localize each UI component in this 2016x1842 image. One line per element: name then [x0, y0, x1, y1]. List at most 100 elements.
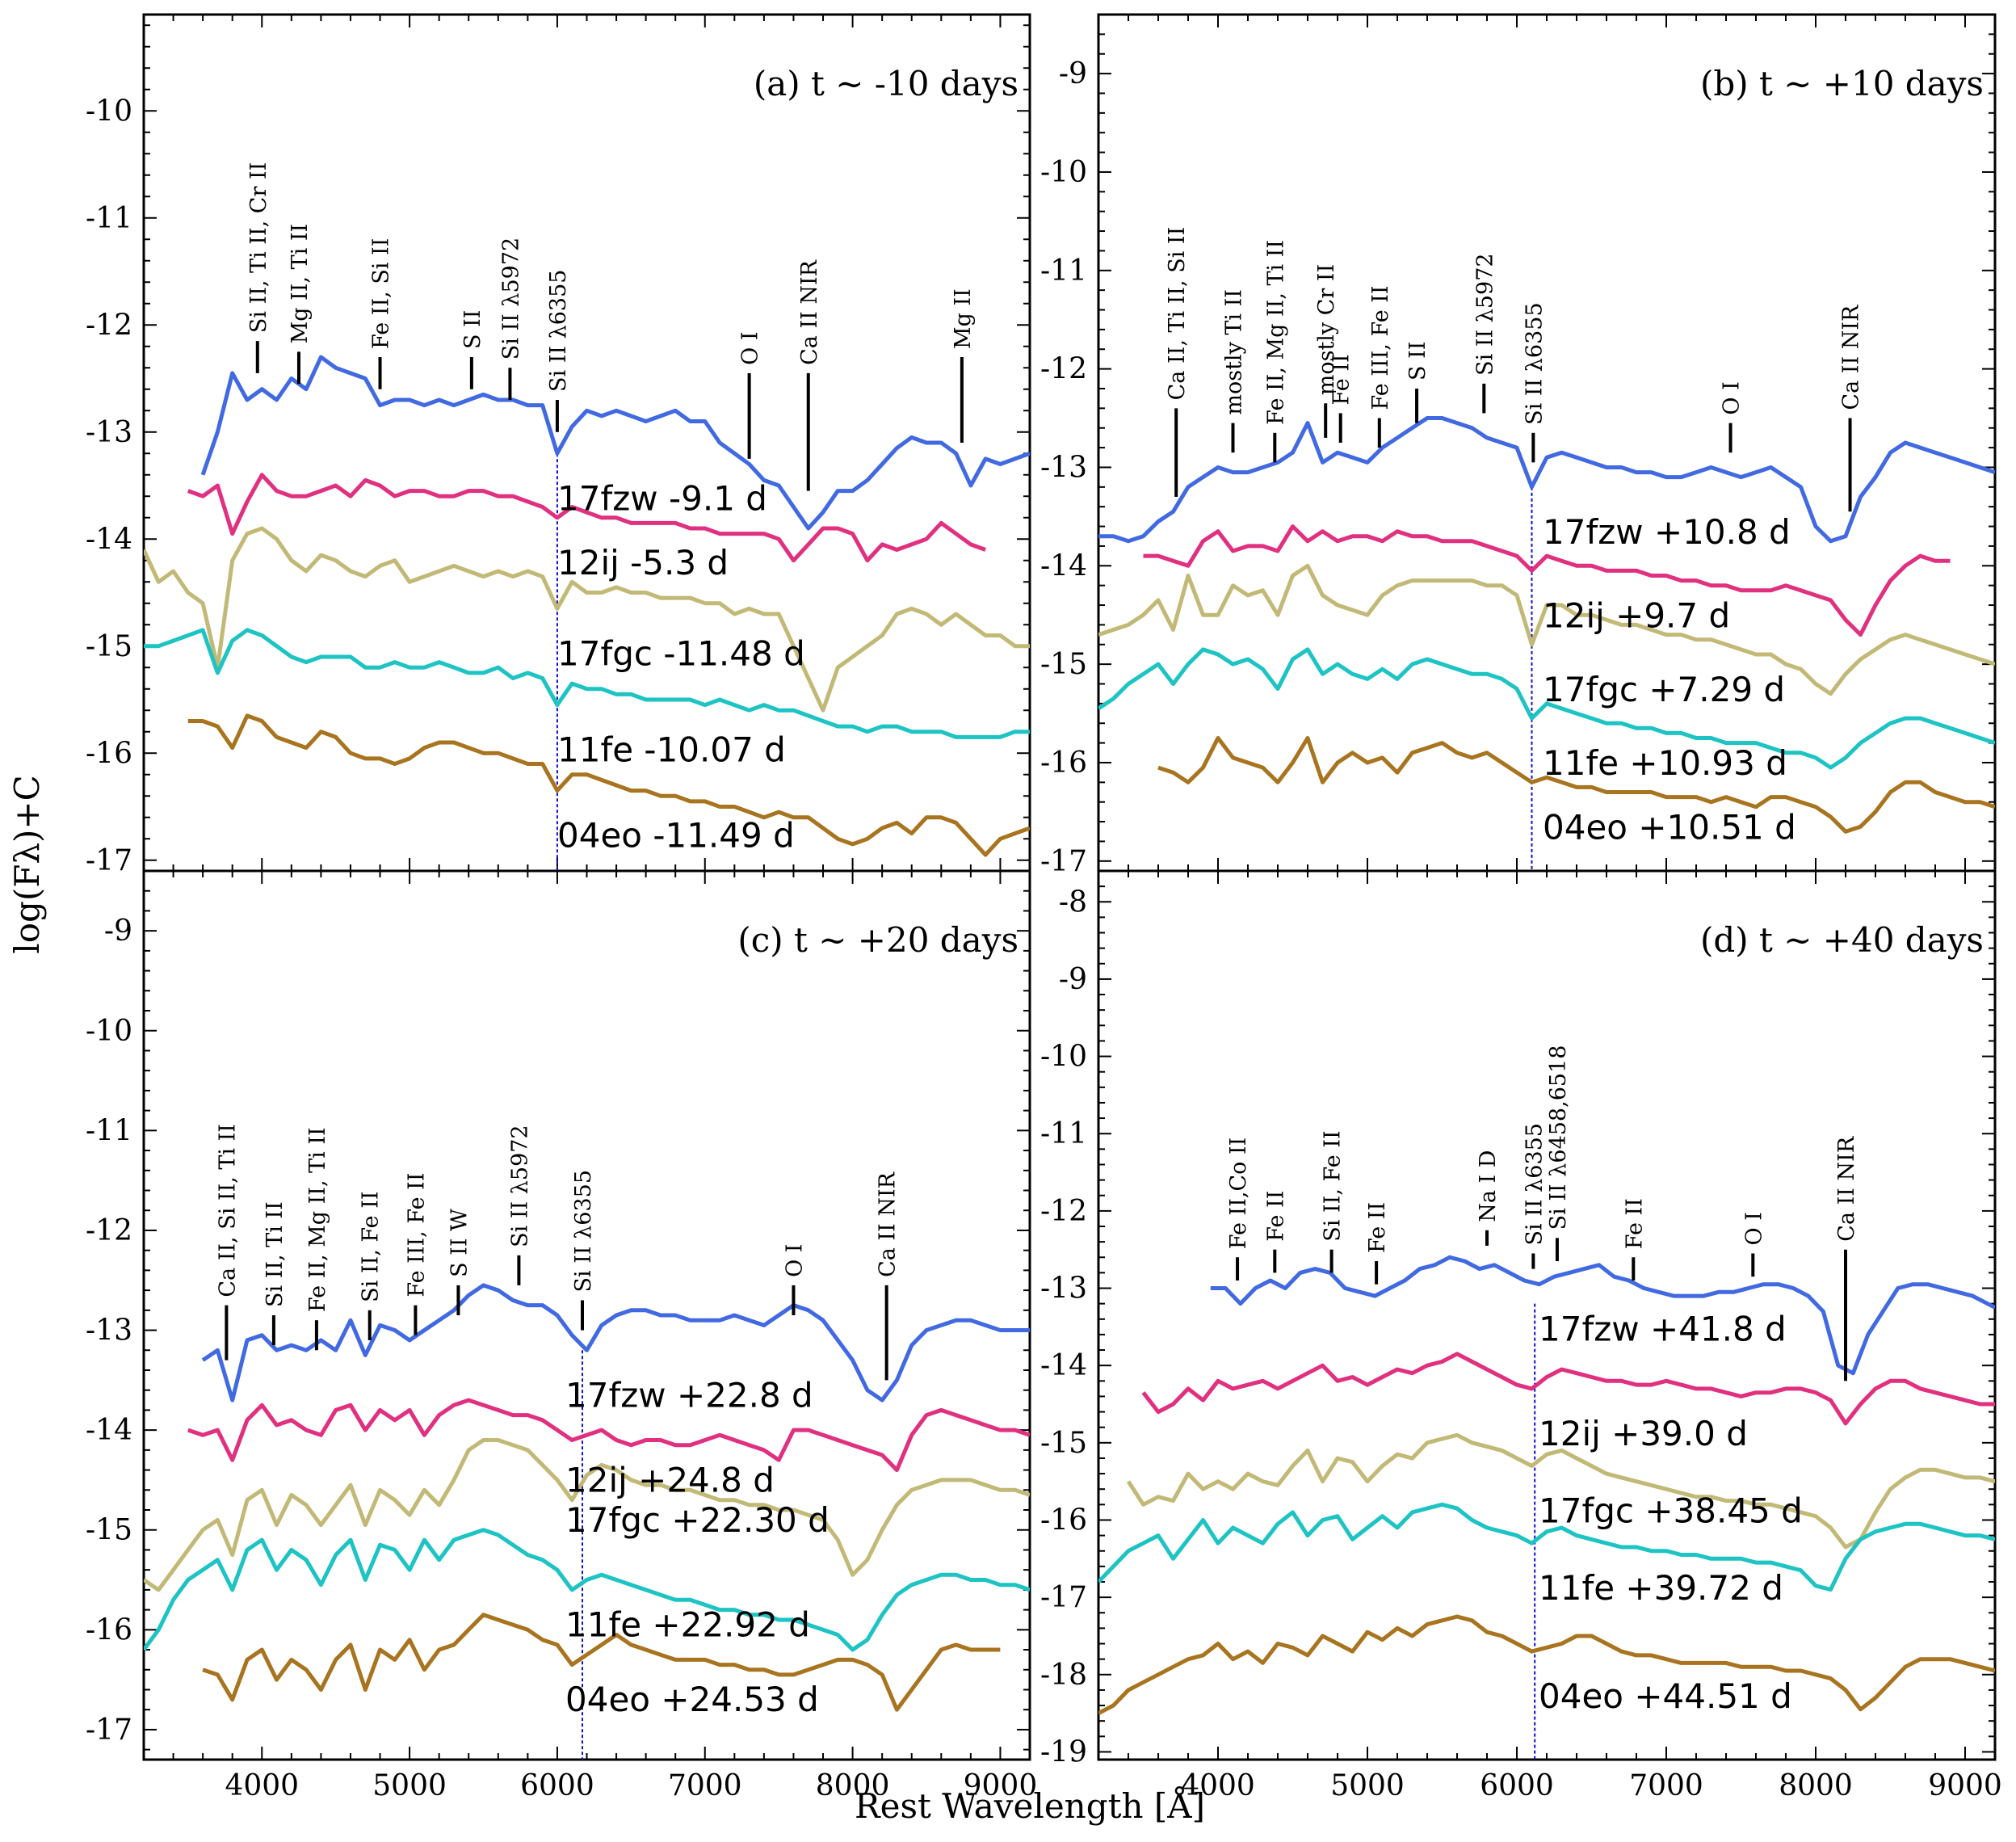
series-17fgc: [1098, 563, 1995, 696]
y-tick-label: -10: [86, 95, 132, 128]
series-11fe: [1098, 1502, 1995, 1592]
series-17fzw: [200, 355, 1030, 531]
line-id-label: Si II, Ti II, Cr II: [246, 162, 271, 333]
x-tick-label: 7000: [668, 1769, 742, 1802]
x-tick-label: 6000: [520, 1769, 594, 1802]
x-tick-label: 4000: [1181, 1769, 1255, 1802]
panel-c-plot: [144, 1283, 1030, 1760]
series-label-17fgc: 17fgc +38.45 d: [1539, 1491, 1803, 1531]
y-tick-label: -13: [86, 1314, 132, 1348]
line-id-label: O I: [1720, 381, 1745, 414]
series-label-12ij: 12ij -5.3 d: [557, 543, 729, 582]
line-id-label: Si II λ5972: [507, 1125, 532, 1247]
y-axis-label: log(Fλ)+C: [7, 775, 47, 953]
series-label-04eo: 04eo -11.49 d: [557, 816, 795, 856]
y-tick-label: -18: [1040, 1659, 1087, 1692]
line-id-label: Fe II,Co II: [1226, 1138, 1251, 1250]
series-label-04eo: 04eo +44.51 d: [1539, 1676, 1792, 1716]
series-04eo: [187, 713, 1030, 857]
y-tick-label: -16: [86, 737, 132, 770]
series-12ij: [1141, 1352, 1995, 1426]
series-17fgc: [1126, 1432, 1995, 1550]
line-id-label: Si II λ6355: [546, 270, 571, 392]
line-id-label: O I: [782, 1244, 807, 1277]
y-tick-label: -12: [86, 1214, 132, 1247]
series-17fzw: [201, 1283, 1030, 1403]
series-17fzw: [1210, 1255, 1995, 1376]
series-17fgc: [144, 526, 1030, 713]
panel-d: 4000 5000 6000 7000 8000 9000 -8 -9 -10 -11 -12 -13…: [1040, 869, 2002, 1802]
x-tick-label: 5000: [1330, 1769, 1405, 1802]
line-id-label: mostly Cr II: [1314, 264, 1339, 396]
line-id-label: Fe III, Fe II: [404, 1172, 429, 1297]
y-tick-label: -10: [1040, 156, 1087, 189]
series-label-12ij: 12ij +39.0 d: [1539, 1414, 1748, 1453]
line-id-label: Na I D: [1476, 1150, 1501, 1222]
series-label-17fgc: 17fgc -11.48 d: [557, 633, 805, 673]
series-label-04eo: 04eo +24.53 d: [565, 1680, 819, 1719]
y-tick-label: -11: [86, 202, 132, 235]
series-12ij: [1143, 524, 1951, 637]
y-tick-label: -10: [86, 1015, 132, 1048]
y-tick-label: -11: [1040, 254, 1087, 288]
series-label-17fzw: 17fzw +41.8 d: [1539, 1310, 1787, 1349]
y-tick-label: -15: [86, 1514, 132, 1547]
y-tick-label: -14: [1040, 1349, 1087, 1382]
series-label-17fzw: 17fzw -9.1 d: [557, 478, 767, 518]
line-id-label: Si II λ6355: [571, 1170, 596, 1292]
y-tick-label: -13: [86, 416, 132, 449]
panel-c-title: (c) t ∼ +20 days: [737, 920, 1018, 960]
series-label-17fzw: 17fzw +22.8 d: [565, 1375, 813, 1415]
x-tick-label: 4000: [225, 1769, 299, 1802]
y-tick-label: -9: [104, 915, 132, 948]
line-id-label: Si II, Fe II: [359, 1191, 384, 1302]
series-label-17fgc: 17fgc +22.30 d: [565, 1500, 830, 1540]
line-id-label: S II: [460, 310, 485, 349]
series-17fzw: [1098, 416, 1995, 544]
y-tick-label: -17: [1040, 1581, 1087, 1614]
series-11fe: [1098, 647, 1995, 770]
x-tick-label: 6000: [1480, 1769, 1554, 1802]
y-tick-label: -15: [86, 630, 132, 663]
series-04eo: [1098, 1614, 1995, 1715]
y-tick-label: -11: [86, 1114, 132, 1147]
line-id-label: Fe II, Mg II, Ti II: [305, 1127, 330, 1312]
line-id-label: Si II λ5972: [1472, 253, 1497, 375]
line-id-label: Mg II, Ti II: [288, 224, 313, 344]
line-id-label: Ca II NIR: [876, 1171, 901, 1277]
line-id-label: mostly Ti II: [1222, 289, 1247, 415]
y-tick-label: -17: [1040, 845, 1087, 878]
line-id-label: O I: [1741, 1212, 1766, 1245]
line-id-label: Ca II NIR: [797, 259, 822, 365]
y-tick-label: -19: [1040, 1735, 1087, 1768]
y-tick-label: -17: [86, 844, 132, 877]
x-tick-label: 8000: [816, 1769, 890, 1802]
y-tick-label: -13: [1040, 451, 1087, 484]
series-label-11fe: 11fe +39.72 d: [1539, 1568, 1783, 1608]
x-axis-label: Rest Wavelength [Å]: [855, 1785, 1205, 1826]
series-12ij: [187, 1398, 1030, 1473]
series-label-12ij: 12ij +9.7 d: [1543, 595, 1730, 635]
series-11fe: [144, 1528, 1030, 1652]
line-id-label: Fe III, Fe II: [1368, 285, 1393, 410]
panel-c: 4000 5000 6000 7000 8000 9000 -9 -10 -11 -12 -13 -1…: [86, 869, 1037, 1802]
line-id-label: S II: [1405, 342, 1430, 381]
line-id-label: Fe II: [1622, 1198, 1647, 1249]
line-id-label: Si II λ5972: [498, 238, 523, 360]
x-tick-label: 7000: [1629, 1769, 1703, 1802]
x-tick-label: 8000: [1779, 1769, 1853, 1802]
series-label-17fzw: 17fzw +10.8 d: [1543, 512, 1791, 552]
line-id-label: Ca II, Ti II, Si II: [1165, 227, 1190, 401]
line-id-label: Fe II: [1329, 354, 1354, 405]
panel-b-plot: [1098, 416, 1995, 871]
panel-a-title: (a) t ∼ -10 days: [754, 64, 1018, 103]
series-12ij: [187, 473, 986, 563]
line-id-label: Si II, Ti II: [262, 1201, 288, 1307]
panel-a: -10 -11 -12 -13 -14 -15 -16 -17 17fzw -9.1 d 12ij…: [86, 13, 1031, 877]
series-label-04eo: 04eo +10.51 d: [1543, 807, 1796, 847]
panel-b-title: (b) t ∼ +10 days: [1700, 64, 1984, 103]
panel-d-plot: [1098, 1255, 1995, 1760]
line-id-label: Si II λ6355: [1522, 1123, 1547, 1245]
panel-d-title: (d) t ∼ +40 days: [1700, 920, 1984, 960]
